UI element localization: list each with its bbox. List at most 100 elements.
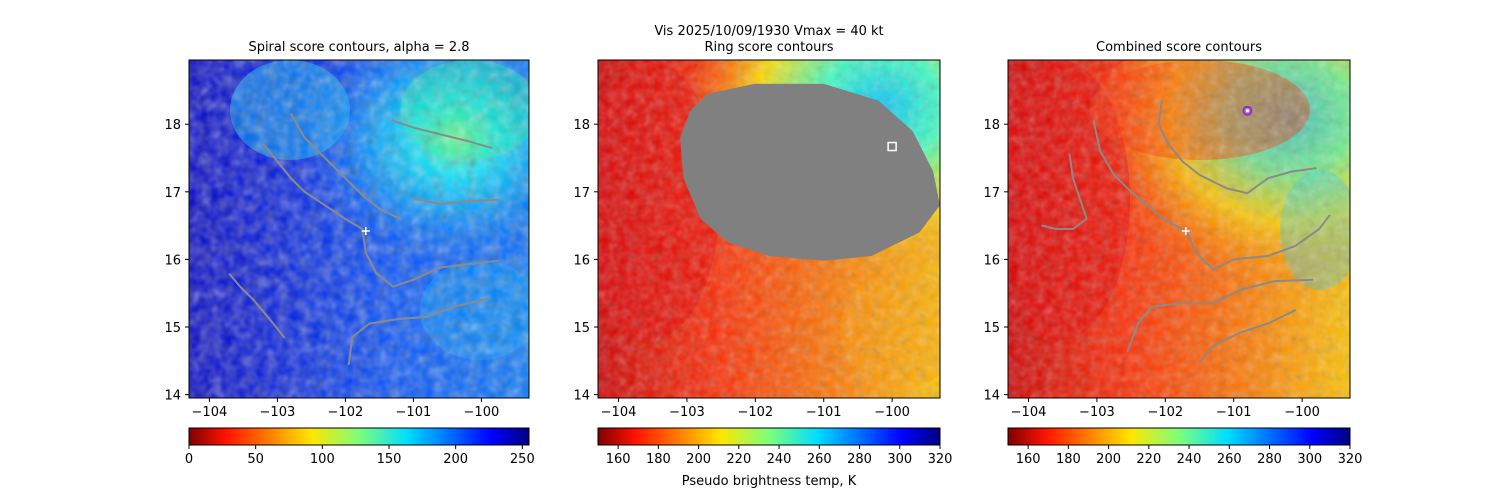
contour-line bbox=[1184, 214, 1331, 271]
center-marker bbox=[361, 227, 370, 236]
y-tick-label: 16 bbox=[573, 253, 590, 268]
contour-line bbox=[1198, 309, 1297, 364]
x-tick-label: −102 bbox=[737, 405, 773, 420]
x-tick-label: −101 bbox=[1216, 405, 1252, 420]
x-tick-label: −101 bbox=[806, 405, 842, 420]
panel-title: Ring score contours bbox=[704, 40, 833, 55]
colorbar-tick-label: 180 bbox=[646, 452, 671, 467]
square-marker bbox=[887, 141, 897, 152]
marker-group bbox=[361, 227, 370, 236]
x-tick-label: −100 bbox=[874, 405, 910, 420]
x-axis: −104 −103 −102 −101 −100 bbox=[192, 398, 500, 420]
panel-ring: Ring score contours −104 −103 −102 −101 −100… bbox=[573, 40, 953, 489]
x-tick-label: −103 bbox=[1079, 405, 1115, 420]
contour-line bbox=[392, 119, 493, 149]
colorbar-tick-label: 220 bbox=[1136, 452, 1161, 467]
y-axis: 14 15 16 17 18 bbox=[573, 118, 598, 404]
y-tick-label: 14 bbox=[573, 389, 590, 404]
colorbar-tick-label: 220 bbox=[726, 452, 751, 467]
x-tick-label: −104 bbox=[1011, 405, 1047, 420]
colorbar-tick-label: 260 bbox=[1217, 452, 1242, 467]
panel-title: Spiral score contours, alpha = 2.8 bbox=[248, 40, 469, 55]
colorbar-label: Pseudo brightness temp, K bbox=[682, 474, 857, 489]
colorbar-gradient bbox=[188, 427, 530, 446]
y-tick-label: 14 bbox=[983, 389, 1000, 404]
center-marker bbox=[1181, 227, 1190, 236]
y-tick-label: 18 bbox=[983, 118, 1000, 133]
x-axis: −104 −103 −102 −101 −100 bbox=[601, 398, 910, 420]
x-tick-label: −101 bbox=[396, 405, 432, 420]
axes-frame bbox=[597, 59, 941, 399]
colorbar-tick-label: 160 bbox=[606, 452, 631, 467]
y-tick-label: 16 bbox=[164, 253, 181, 268]
y-tick-label: 15 bbox=[573, 321, 590, 336]
colorbar-tick-label: 240 bbox=[1177, 452, 1202, 467]
marker-group bbox=[887, 141, 897, 152]
y-tick-label: 18 bbox=[573, 118, 590, 133]
colorbar-ticks: 160 180 200 220 240 260 280 300 320 bbox=[606, 445, 953, 467]
y-tick-label: 15 bbox=[164, 321, 181, 336]
colorbar-tick-label: 250 bbox=[510, 452, 535, 467]
contour-line bbox=[1157, 99, 1317, 195]
colorbar: 160 180 200 220 240 260 280 300 320 Pseudo brigh… bbox=[597, 427, 953, 489]
axes-frame bbox=[1007, 59, 1351, 399]
colorbar-tick-label: 160 bbox=[1016, 452, 1041, 467]
contour-line bbox=[290, 113, 401, 220]
masked-region bbox=[680, 83, 940, 261]
colorbar-tick-label: 180 bbox=[1056, 452, 1081, 467]
colorbar-ticks: 160 180 200 220 240 260 280 300 320 bbox=[1016, 445, 1363, 467]
heatmap-image bbox=[189, 60, 529, 398]
y-tick-label: 17 bbox=[983, 186, 1000, 201]
x-axis: −104 −103 −102 −101 −100 bbox=[1011, 398, 1320, 420]
contour-line bbox=[412, 197, 500, 205]
x-tick-label: −100 bbox=[1284, 405, 1320, 420]
contour-line bbox=[347, 297, 490, 366]
y-tick-label: 16 bbox=[983, 253, 1000, 268]
colorbar-gradient bbox=[597, 427, 941, 446]
heatmap-image bbox=[1008, 60, 1350, 398]
colorbar-tick-label: 240 bbox=[767, 452, 792, 467]
circle-marker bbox=[1242, 105, 1253, 116]
y-tick-label: 17 bbox=[573, 186, 590, 201]
colorbar-tick-label: 280 bbox=[1257, 452, 1282, 467]
contour-line bbox=[1126, 278, 1314, 352]
colorbar-tick-label: 150 bbox=[377, 452, 402, 467]
y-axis: 14 15 16 17 18 bbox=[164, 118, 189, 404]
contour-line bbox=[262, 143, 364, 230]
contour-line bbox=[228, 273, 286, 339]
colorbar-tick-label: 300 bbox=[1297, 452, 1322, 467]
colorbar-tick-label: 320 bbox=[928, 452, 953, 467]
x-tick-label: −100 bbox=[464, 405, 500, 420]
y-axis: 14 15 16 17 18 bbox=[983, 118, 1008, 404]
x-tick-label: −104 bbox=[601, 405, 637, 420]
colorbar-tick-label: 200 bbox=[1096, 452, 1121, 467]
x-tick-label: −102 bbox=[1147, 405, 1183, 420]
contour-line bbox=[361, 228, 500, 288]
colorbar: 0 50 100 150 200 250 bbox=[185, 427, 535, 467]
contour-group bbox=[1041, 99, 1331, 364]
colorbar-tick-label: 200 bbox=[443, 452, 468, 467]
colorbar-tick-label: 300 bbox=[887, 452, 912, 467]
colorbar-tick-label: 50 bbox=[247, 452, 264, 467]
contour-group bbox=[228, 113, 500, 366]
y-tick-label: 17 bbox=[164, 186, 181, 201]
y-tick-label: 15 bbox=[983, 321, 1000, 336]
x-tick-label: −103 bbox=[260, 405, 296, 420]
colorbar-tick-label: 100 bbox=[310, 452, 335, 467]
colorbar-tick-label: 260 bbox=[807, 452, 832, 467]
colorbar-tick-label: 320 bbox=[1338, 452, 1363, 467]
circle-marker-dot bbox=[1245, 109, 1249, 113]
panel-combined: Combined score contours −104 −103 −102 −101… bbox=[983, 40, 1363, 467]
contour-line bbox=[1041, 153, 1088, 230]
colorbar: 160 180 200 220 240 260 280 300 320 bbox=[1007, 427, 1363, 467]
colorbar-tick-label: 200 bbox=[686, 452, 711, 467]
contour-line bbox=[1092, 119, 1187, 232]
colorbar-tick-label: 280 bbox=[847, 452, 872, 467]
x-tick-label: −102 bbox=[328, 405, 364, 420]
figure-suptitle: Vis 2025/10/09/1930 Vmax = 40 kt bbox=[654, 24, 883, 39]
panel-spiral: Spiral score contours, alpha = 2.8 −104−… bbox=[164, 40, 535, 467]
colorbar-ticks: 0 50 100 150 200 250 bbox=[185, 445, 535, 467]
colorbar-gradient bbox=[1007, 427, 1351, 446]
